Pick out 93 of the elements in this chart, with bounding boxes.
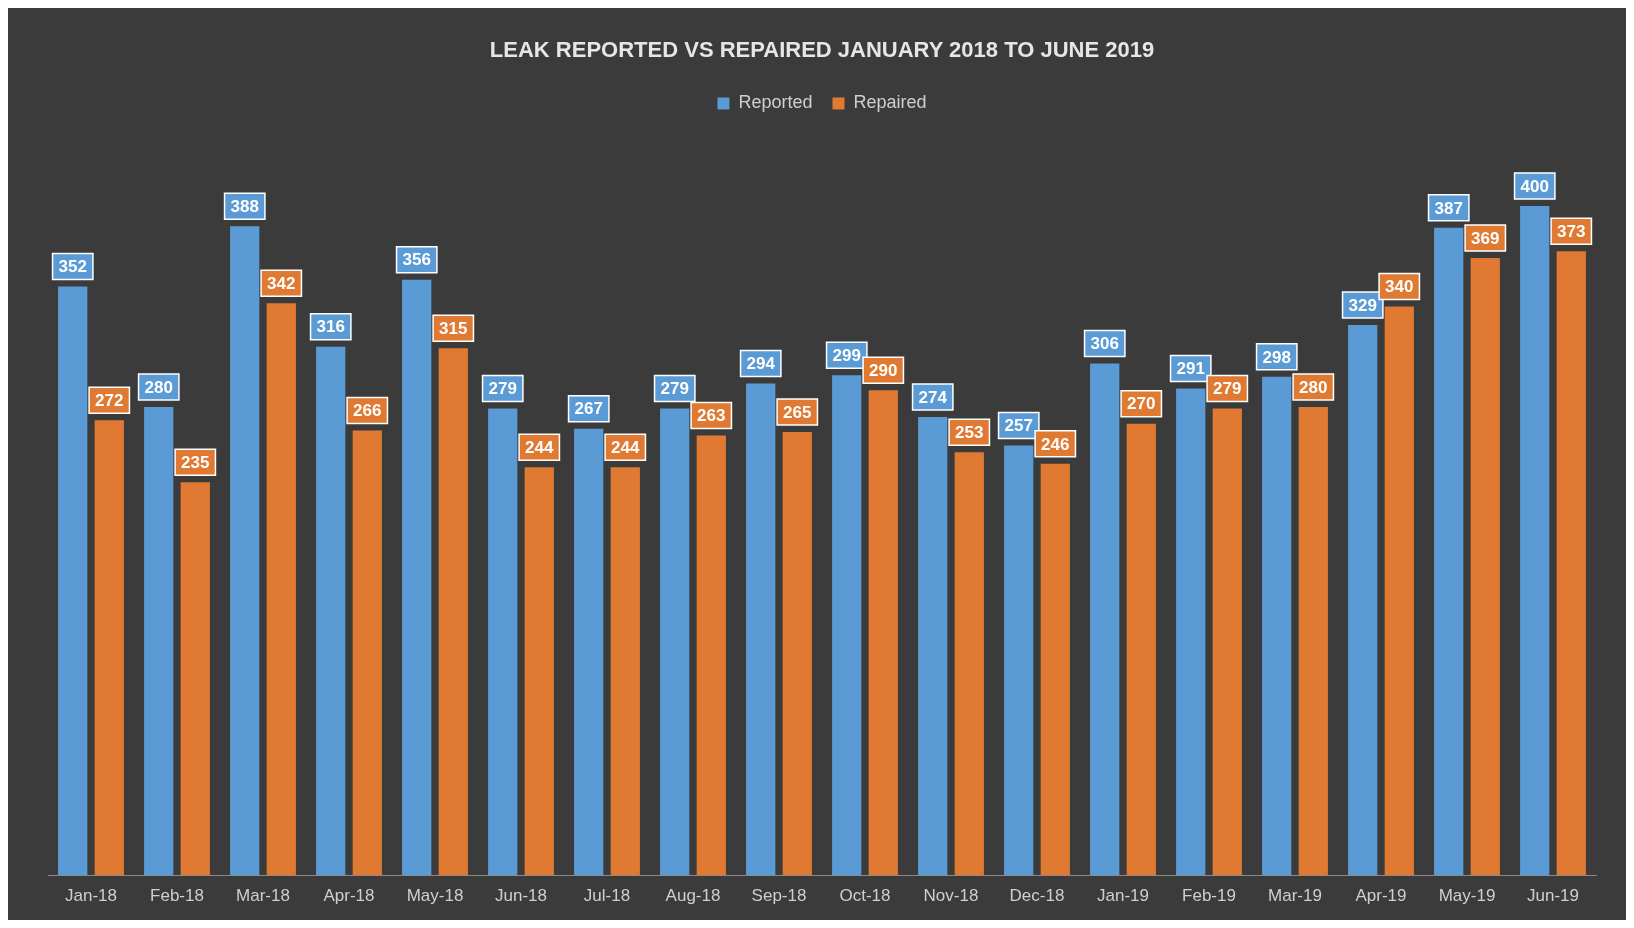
bar — [1470, 257, 1500, 876]
data-label: 266 — [353, 401, 382, 421]
data-label: 279 — [488, 379, 517, 399]
data-label: 369 — [1471, 228, 1500, 248]
bar — [1384, 306, 1414, 876]
data-label: 280 — [144, 377, 173, 397]
data-label: 257 — [1004, 416, 1033, 436]
data-label: 270 — [1127, 394, 1156, 414]
data-label: 340 — [1385, 277, 1414, 297]
bar — [782, 432, 812, 876]
bar — [524, 467, 554, 876]
bar — [230, 226, 260, 876]
data-label: 298 — [1262, 347, 1291, 367]
data-label: 279 — [1213, 379, 1242, 399]
bar — [1434, 227, 1464, 876]
bar — [316, 346, 346, 876]
data-label: 294 — [746, 354, 776, 374]
chart-title: LEAK REPORTED VS REPAIRED JANUARY 2018 TO JUNE 2019 — [489, 37, 1155, 63]
bar — [696, 435, 726, 876]
bar — [488, 408, 518, 876]
x-tick-label: Jan-19 — [1097, 886, 1149, 906]
bar — [1040, 463, 1070, 876]
bar — [660, 408, 690, 876]
x-tick-label: Oct-18 — [839, 886, 891, 906]
bar — [918, 416, 948, 876]
data-label: 265 — [783, 402, 812, 422]
bar — [1090, 363, 1120, 876]
bar — [1556, 251, 1586, 876]
x-tick-label: Mar-18 — [236, 886, 290, 906]
bar — [1298, 406, 1328, 876]
data-label: 291 — [1176, 359, 1205, 379]
data-label: 299 — [832, 345, 861, 365]
data-label: 329 — [1348, 295, 1377, 315]
x-tick-label: Feb-18 — [150, 886, 204, 906]
bar — [144, 406, 174, 876]
x-tick-label: Apr-18 — [323, 886, 375, 906]
bar — [1126, 423, 1156, 876]
data-label: 244 — [525, 437, 554, 457]
bar — [1004, 445, 1034, 876]
data-label: 235 — [181, 452, 210, 472]
x-tick-label: Dec-18 — [1009, 886, 1065, 906]
x-tick-label: Nov-18 — [923, 886, 979, 906]
legend-label: Reported — [738, 92, 813, 113]
bar — [1176, 388, 1206, 876]
data-label: 316 — [316, 317, 345, 337]
bar — [868, 390, 898, 876]
x-tick-label: Feb-19 — [1182, 886, 1236, 906]
x-tick-label: May-19 — [1438, 886, 1496, 906]
bar — [402, 279, 432, 876]
x-tick-label: May-18 — [406, 886, 464, 906]
x-tick-label: Jun-18 — [495, 886, 547, 906]
bar — [1520, 206, 1550, 876]
x-tick-label: Apr-19 — [1355, 886, 1407, 906]
bar — [438, 348, 468, 876]
data-label: 342 — [267, 273, 296, 293]
bar — [266, 303, 296, 876]
x-tick-label: Aug-18 — [665, 886, 721, 906]
legend-label: Repaired — [853, 92, 927, 113]
data-label: 274 — [918, 387, 948, 407]
data-label: 253 — [955, 422, 984, 442]
x-tick-label: Sep-18 — [751, 886, 807, 906]
bar — [610, 467, 640, 876]
data-label: 267 — [574, 399, 603, 419]
bar — [832, 375, 862, 876]
bar — [58, 286, 88, 876]
data-label: 387 — [1434, 198, 1463, 218]
bar — [746, 383, 776, 876]
x-tick-label: Jan-18 — [65, 886, 117, 906]
data-label: 373 — [1557, 221, 1586, 241]
data-label: 306 — [1090, 334, 1119, 354]
bar — [954, 452, 984, 876]
data-label: 244 — [611, 437, 640, 457]
data-label: 272 — [95, 391, 124, 411]
x-tick-label: Jul-18 — [583, 886, 631, 906]
data-label: 280 — [1299, 377, 1328, 397]
data-label: 279 — [660, 379, 689, 399]
bar — [574, 428, 604, 876]
data-label: 263 — [697, 406, 726, 426]
data-label: 246 — [1041, 434, 1070, 454]
bar — [1212, 408, 1242, 876]
bar — [1348, 324, 1378, 876]
data-label: 400 — [1520, 176, 1549, 196]
data-label: 352 — [58, 257, 87, 277]
data-label: 356 — [402, 250, 431, 270]
bar — [94, 420, 124, 876]
bar — [180, 482, 210, 876]
data-label: 315 — [439, 319, 468, 339]
data-label: 388 — [230, 196, 259, 216]
x-tick-label: Jun-19 — [1527, 886, 1579, 906]
data-label: 290 — [869, 360, 898, 380]
bar — [1262, 376, 1292, 876]
x-tick-label: Mar-19 — [1268, 886, 1322, 906]
bar — [352, 430, 382, 876]
